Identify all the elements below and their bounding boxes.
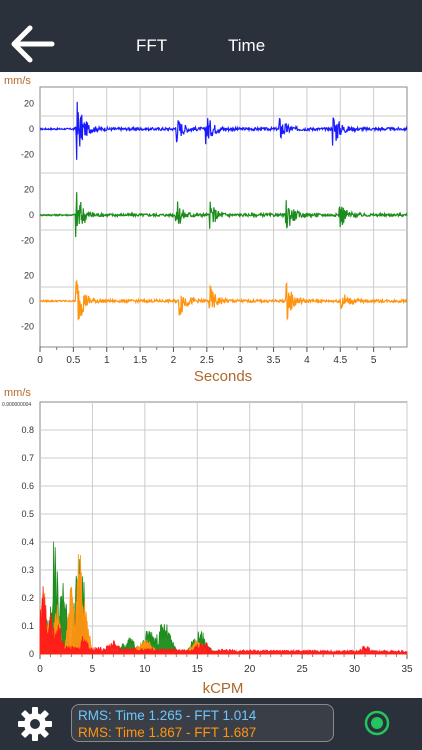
- fft-chart-panel: mm/s 0.900000004 0 5 10 15 20 25 30 35 0.8 0.7 0.6…: [0, 384, 422, 698]
- back-arrow-icon[interactable]: [6, 22, 56, 66]
- time-series-line-2: [39, 192, 408, 238]
- time-x-tick-label: 1: [104, 355, 110, 366]
- fft-x-tick-label: 15: [192, 664, 204, 675]
- time-x-tick-label: 4.5: [333, 355, 347, 366]
- time-plot-frame: [39, 86, 408, 348]
- fft-y-tick-label: 0.5: [21, 509, 34, 519]
- fft-y-tick-label: 0.8: [21, 425, 34, 435]
- fft-x-tick-label: 20: [244, 664, 256, 675]
- record-icon[interactable]: [364, 710, 390, 736]
- rms-line-1: RMS: Time 1.265 - FFT 1.014: [78, 708, 257, 723]
- rms-line-2: RMS: Time 1.867 - FFT 1.687: [78, 725, 257, 740]
- top-bar: FFT Time: [0, 0, 422, 72]
- fft-y-tick-label: 0.3: [21, 565, 34, 575]
- gear-icon[interactable]: [17, 706, 53, 742]
- time-x-tick-label: 4: [304, 355, 310, 366]
- time-y-tick-label: 0: [29, 124, 34, 134]
- tab-time[interactable]: Time: [228, 36, 266, 55]
- fft-x-tick-label: 30: [349, 664, 361, 675]
- fft-x-tick-label: 25: [297, 664, 309, 675]
- fft-x-tick-label: 35: [401, 664, 413, 675]
- fft-y-tick-label: 0.4: [21, 537, 34, 547]
- fft-y-tick-label: 0.7: [21, 453, 34, 463]
- time-y-tick-label: -20: [21, 150, 34, 160]
- fft-y-tick-label: 0: [29, 649, 34, 659]
- time-x-tick-label: 2.5: [200, 355, 214, 366]
- fft-chart: mm/s 0.900000004 0 5 10 15 20 25 30 35 0.8 0.7 0.6…: [2, 387, 413, 697]
- fft-y-tick-label: 0.1: [21, 621, 34, 631]
- fft-x-tick-label: 0: [37, 664, 43, 675]
- fft-x-tick-label: 10: [139, 664, 151, 675]
- time-y-tick-label: 0: [29, 210, 34, 220]
- time-y-tick-label: 20: [24, 98, 34, 108]
- time-series-line-1: [39, 101, 408, 160]
- time-series-line-3: [39, 279, 408, 321]
- time-x-tick-label: 3: [237, 355, 243, 366]
- time-chart-unit: mm/s: [4, 75, 31, 87]
- fft-y-tick-label: 0.2: [21, 593, 34, 603]
- fft-x-tick-label: 5: [90, 664, 96, 675]
- time-x-tick-label: 5: [371, 355, 377, 366]
- time-x-tick-label: 3.5: [267, 355, 281, 366]
- time-x-tick-label: 2: [171, 355, 177, 366]
- time-x-tick-label: 0: [37, 355, 43, 366]
- fft-chart-xlabel: kCPM: [203, 680, 244, 697]
- fft-y-tick-label: 0.6: [21, 481, 34, 491]
- time-y-tick-label: -20: [21, 322, 34, 332]
- fft-chart-unit: mm/s: [4, 387, 31, 399]
- time-x-tick-label: 1.5: [133, 355, 147, 366]
- time-y-tick-label: 20: [24, 270, 34, 280]
- time-chart-xlabel: Seconds: [194, 368, 252, 385]
- rms-readout: RMS: Time 1.265 - FFT 1.014 RMS: Time 1.…: [71, 704, 334, 742]
- time-y-tick-label: -20: [21, 236, 34, 246]
- fft-series-area-3: [39, 586, 408, 655]
- fft-chart-ymax-label: 0.900000004: [2, 402, 31, 408]
- time-chart-panel: mm/s 0 0.5 1 1.5 2 2.5 3 3.5 4 4.5 5 20 0 -20 20 0 -20 20…: [0, 72, 422, 390]
- time-chart: mm/s 0 0.5 1 1.5 2 2.5 3 3.5 4 4.5 5 20 0 -20 20 0 -20 20…: [4, 75, 408, 385]
- fft-series-area-2: [39, 553, 408, 655]
- time-y-tick-label: 0: [29, 296, 34, 306]
- time-y-tick-label: 20: [24, 184, 34, 194]
- time-x-tick-label: 0.5: [66, 355, 80, 366]
- tab-fft[interactable]: FFT: [136, 36, 168, 55]
- fft-plot-frame: [39, 401, 408, 655]
